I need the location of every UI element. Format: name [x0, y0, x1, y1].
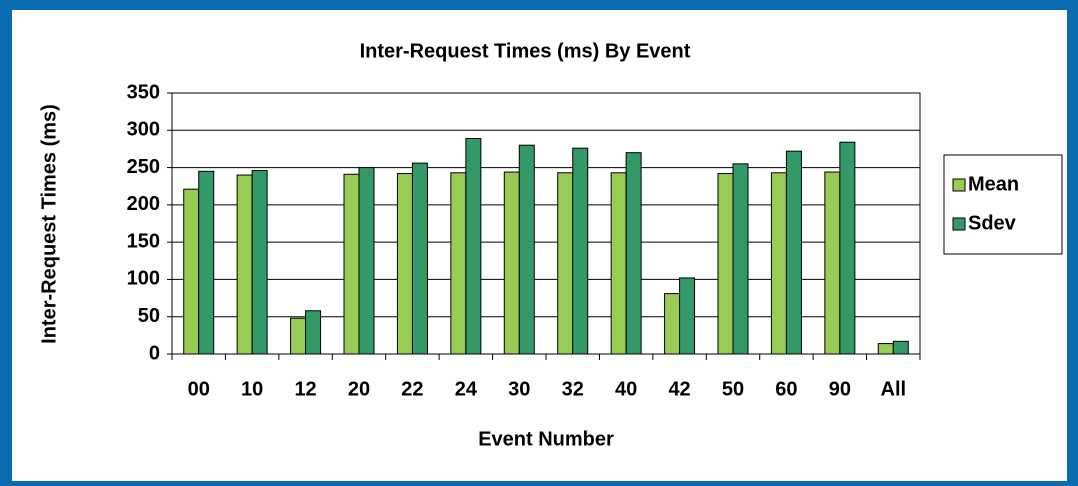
bar	[465, 137, 482, 355]
x-axis-label: Event Number	[478, 428, 614, 450]
legend-swatch	[952, 178, 966, 192]
bar	[625, 152, 642, 355]
y-tick-label: 50	[138, 305, 160, 327]
bar	[679, 277, 696, 355]
x-tick-label: All	[881, 378, 907, 400]
bar	[290, 317, 307, 355]
bar	[664, 293, 681, 355]
bar	[236, 174, 253, 355]
bar	[503, 171, 520, 355]
bar	[877, 343, 894, 355]
y-tick-label: 250	[127, 156, 160, 178]
bar	[557, 172, 574, 355]
bar	[396, 173, 413, 355]
bar	[305, 310, 322, 355]
y-tick-label: 200	[127, 193, 160, 215]
legend-label: Sdev	[968, 212, 1017, 234]
x-tick-label: 22	[401, 378, 423, 400]
bar	[824, 171, 841, 355]
x-tick-label: 50	[722, 378, 744, 400]
bar	[183, 188, 200, 355]
bar	[839, 141, 856, 355]
bar	[610, 172, 627, 355]
x-tick-label: 42	[668, 378, 690, 400]
bar	[450, 172, 467, 355]
bar	[518, 144, 535, 355]
x-tick-label: 12	[294, 378, 316, 400]
x-tick-label: 40	[615, 378, 637, 400]
legend-label: Mean	[968, 173, 1019, 195]
x-tick-label: 24	[455, 378, 478, 400]
x-tick-label: 60	[775, 378, 797, 400]
y-tick-label: 0	[149, 342, 160, 364]
bar	[785, 150, 802, 355]
bar	[358, 167, 375, 355]
y-axis-label: Inter-Request Times (ms)	[38, 104, 60, 344]
x-tick-label: 10	[241, 378, 263, 400]
legend-swatch	[952, 217, 966, 231]
y-tick-label: 350	[127, 81, 160, 103]
chart-background	[12, 10, 1067, 481]
bar	[770, 172, 787, 355]
legend	[943, 154, 1063, 255]
chart-title: Inter-Request Times (ms) By Event	[360, 40, 691, 62]
x-tick-label: 90	[829, 378, 851, 400]
x-tick-label: 20	[348, 378, 370, 400]
bar	[251, 170, 268, 355]
bar	[732, 163, 749, 355]
y-tick-label: 100	[127, 268, 160, 290]
y-tick-label: 150	[127, 230, 160, 252]
y-tick-label: 300	[127, 119, 160, 141]
bar	[892, 340, 909, 355]
x-tick-label: 32	[562, 378, 584, 400]
bar	[717, 173, 734, 355]
x-tick-label: 00	[188, 378, 210, 400]
bar	[198, 170, 215, 355]
bar	[343, 173, 360, 355]
bar	[572, 147, 589, 355]
bar	[411, 162, 428, 355]
x-tick-label: 30	[508, 378, 530, 400]
